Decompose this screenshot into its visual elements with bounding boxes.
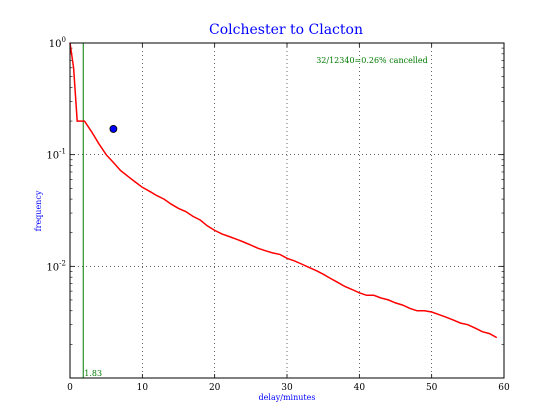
plot-frame [69, 42, 505, 379]
y-axis-label: frequency [34, 190, 43, 231]
cancelled-annotation: 32/12340=0.26% cancelled [316, 56, 428, 65]
y-tick-label: 10-2 [46, 259, 66, 273]
x-tick-label: 20 [209, 383, 221, 393]
ticks: 0 10 20 30 40 50 60 100 10-1 10-2 [46, 36, 510, 393]
chart-title: Colchester to Clacton [209, 22, 363, 38]
y-tick-label: 100 [49, 36, 66, 50]
data-point [109, 125, 118, 133]
marker-line-label: 1.83 [84, 369, 102, 378]
x-tick-label: 10 [137, 383, 149, 393]
x-tick-label: 0 [67, 383, 73, 393]
x-tick-label: 30 [281, 383, 293, 393]
x-tick-label: 50 [426, 383, 438, 393]
series-line [69, 42, 498, 339]
grid [70, 43, 504, 378]
x-axis-label: delay/minutes [259, 393, 316, 402]
x-tick-label: 60 [498, 383, 510, 393]
x-tick-label: 40 [354, 383, 366, 393]
y-tick-label: 10-1 [46, 148, 66, 162]
